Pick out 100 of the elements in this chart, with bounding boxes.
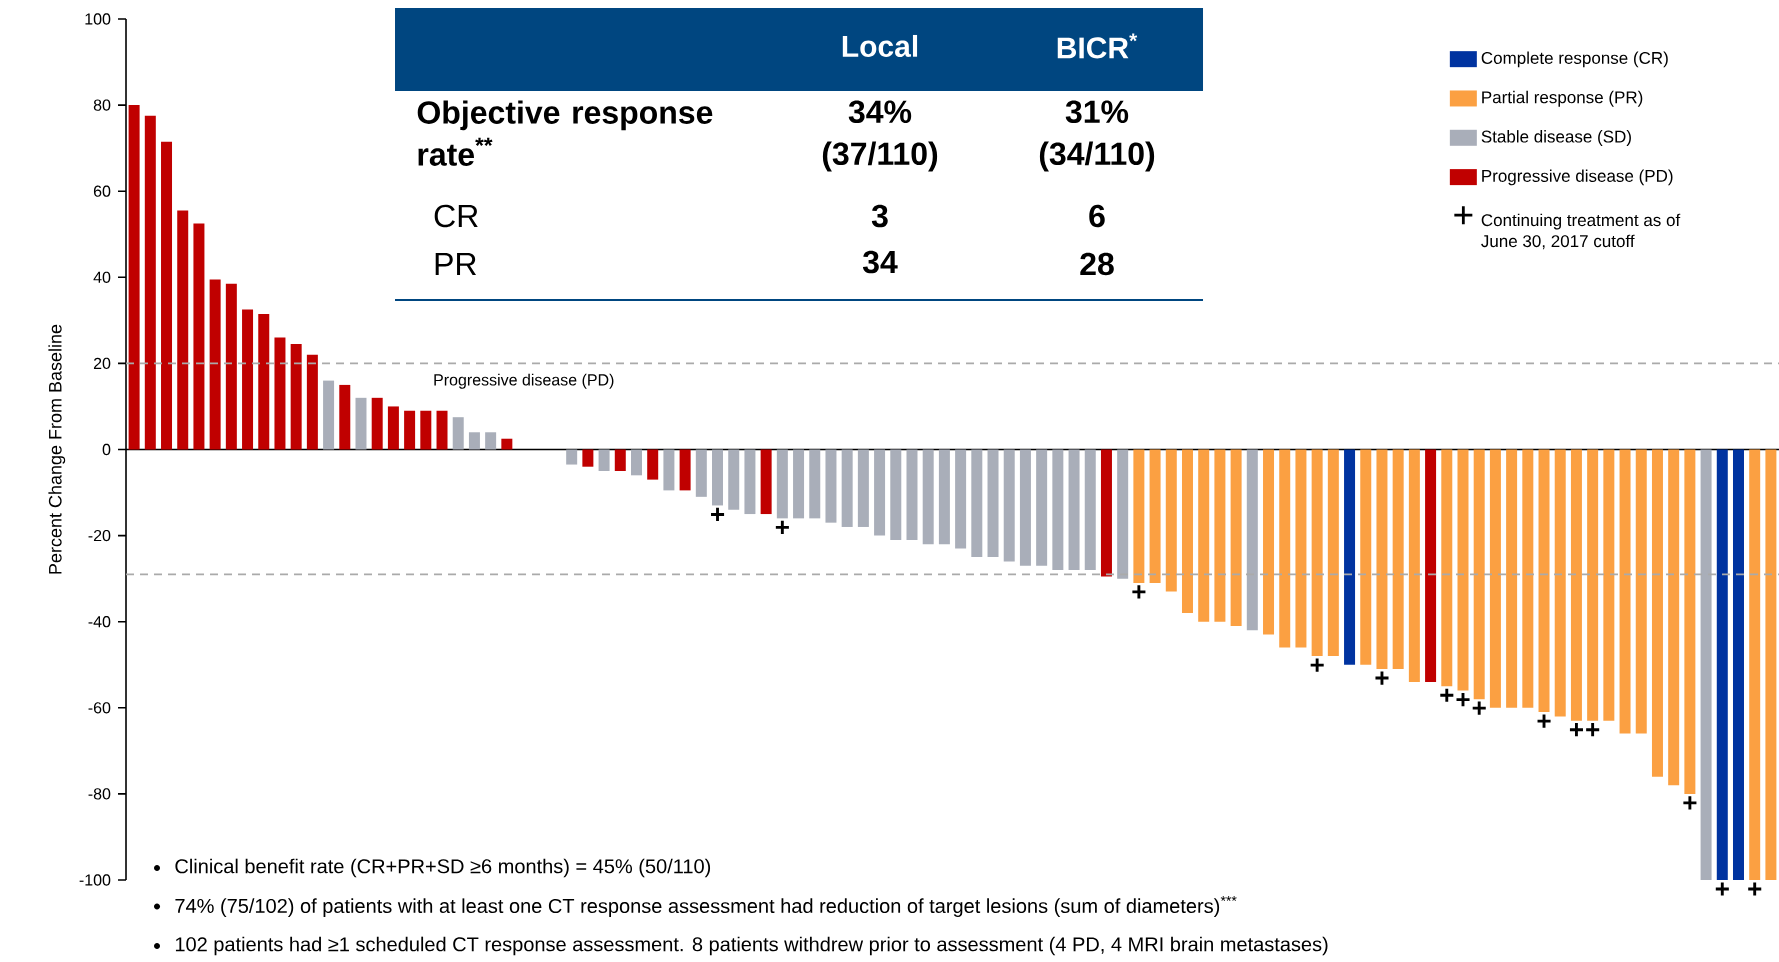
data-label: + (1537, 714, 1551, 728)
annotation: Continuing treatment as of June 30, 2017 cutoff (1481, 213, 1681, 250)
bar (371, 397, 383, 450)
bar (614, 449, 626, 472)
bar (290, 344, 302, 450)
bar (468, 432, 480, 450)
bar (598, 449, 610, 472)
bar (436, 410, 448, 450)
ref-line-label: Progressive disease (PD) (434, 373, 614, 389)
bar (890, 449, 902, 540)
bar (1603, 449, 1615, 721)
y-tick-label: 40 (93, 271, 111, 283)
bar (1651, 449, 1663, 777)
bar (1587, 449, 1599, 721)
bar (209, 279, 221, 450)
bar (1716, 449, 1728, 880)
bar (630, 449, 642, 476)
bar (647, 449, 659, 480)
y-tick-label: 80 (93, 99, 111, 111)
data-label: + (1472, 701, 1486, 715)
bar (1084, 449, 1096, 571)
annotation: BICR$^{*}$ (1057, 33, 1138, 59)
bar (1279, 449, 1291, 648)
bar (987, 449, 999, 558)
bar (306, 354, 318, 450)
data-label: + (1715, 882, 1729, 896)
data-label: + (775, 520, 789, 534)
bar (1570, 449, 1582, 721)
bar (841, 449, 853, 527)
annotation: Clinical benefit rate (CR+PR+SD ≥6 months) = 45% (50/110) (175, 858, 711, 878)
bar (825, 449, 837, 523)
bar (339, 384, 351, 450)
bar (1052, 449, 1064, 571)
bar (1619, 449, 1631, 734)
data-label: + (1586, 723, 1600, 737)
bar (1068, 449, 1080, 571)
y-tick-label: 0 (102, 443, 111, 456)
bar (193, 223, 205, 450)
bar (1538, 449, 1550, 713)
bar (1133, 449, 1145, 583)
annotation: CR (434, 204, 478, 228)
bar (922, 449, 934, 545)
data-label: + (1683, 796, 1697, 810)
bar (938, 449, 950, 545)
bar (1489, 449, 1501, 708)
bar (1522, 449, 1534, 708)
y-tick-label: -20 (88, 529, 111, 542)
annotation: 31% (34/110) (1039, 100, 1155, 172)
bar (1376, 449, 1388, 670)
bar (161, 141, 173, 450)
bar (1441, 449, 1453, 687)
y-tick-label: -80 (88, 788, 111, 800)
bar (387, 406, 399, 450)
bar (485, 432, 497, 450)
bar (1165, 449, 1177, 592)
annotation: Objective response rate$^{**}$ (417, 100, 713, 166)
bar (1554, 449, 1566, 717)
data-label: + (1310, 658, 1324, 672)
bar (323, 380, 335, 450)
bar (1506, 449, 1518, 708)
data-label: + (711, 507, 725, 522)
y-tick-label: 100 (85, 13, 111, 25)
bar (1230, 449, 1242, 626)
bar (793, 449, 805, 519)
bar (857, 449, 869, 527)
bar (1765, 449, 1777, 880)
y-tick-label: -100 (79, 874, 111, 886)
bar (1003, 449, 1015, 562)
bar (242, 309, 254, 450)
bar (582, 449, 594, 467)
bar (809, 449, 821, 519)
bar (1263, 449, 1275, 635)
bar (1117, 449, 1129, 579)
bar (225, 283, 237, 450)
bar (1360, 449, 1372, 665)
bar (274, 337, 286, 450)
annotation: PR (435, 252, 477, 275)
bar (776, 449, 788, 519)
bar (501, 438, 513, 450)
bar (906, 449, 918, 540)
bar (1182, 449, 1193, 614)
bar (355, 397, 367, 450)
bar (1668, 449, 1680, 786)
bar (1344, 449, 1356, 665)
bar (679, 449, 691, 491)
annotation: 6 (1089, 204, 1105, 228)
bar (1700, 449, 1712, 880)
annotation: Local (842, 34, 918, 57)
y-tick-label: -60 (88, 702, 111, 714)
bar (1100, 449, 1112, 577)
bar (1684, 449, 1696, 794)
bar (1036, 449, 1048, 566)
bar (1327, 449, 1339, 657)
bar (258, 313, 270, 450)
bar (1198, 449, 1210, 622)
bar (1732, 449, 1744, 880)
bar (1149, 449, 1161, 583)
bar (955, 449, 967, 549)
y-axis-title: Percent Change From Baseline (48, 324, 66, 574)
bar (1425, 449, 1437, 682)
